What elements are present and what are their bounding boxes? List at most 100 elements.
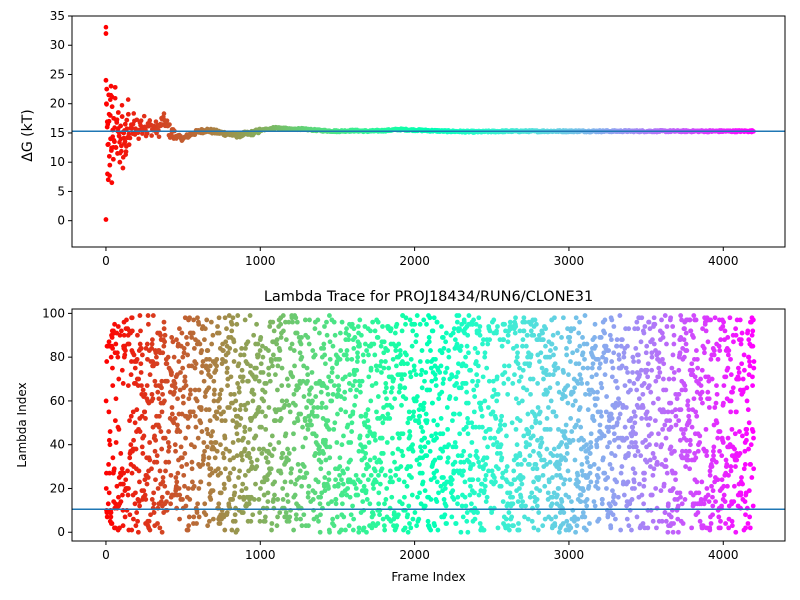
delta-g-point xyxy=(115,110,121,115)
lambda-point xyxy=(253,433,259,439)
lambda-point xyxy=(612,437,617,443)
lambda-point xyxy=(207,418,213,424)
lambda-point xyxy=(685,457,691,463)
lambda-point xyxy=(332,332,338,338)
lambda-point xyxy=(208,497,214,502)
lambda-point xyxy=(485,341,491,347)
lambda-point xyxy=(626,523,632,529)
lambda-point xyxy=(265,459,271,465)
lambda-point xyxy=(388,475,394,480)
lambda-point xyxy=(255,409,261,415)
lambda-point xyxy=(687,448,692,454)
lambda-point xyxy=(139,383,144,389)
lambda-point xyxy=(201,440,207,445)
lambda-point xyxy=(623,405,629,410)
lambda-point xyxy=(523,343,529,349)
lambda-point xyxy=(739,330,745,336)
lambda-point xyxy=(223,359,228,364)
lambda-point xyxy=(537,488,543,494)
lambda-point xyxy=(441,376,447,382)
lambda-point xyxy=(532,413,538,419)
lambda-point xyxy=(590,413,596,419)
lambda-point xyxy=(187,413,193,419)
lambda-point xyxy=(528,391,533,397)
lambda-point xyxy=(178,444,184,450)
lambda-point xyxy=(471,387,477,393)
lambda-point xyxy=(317,529,323,535)
lambda-point xyxy=(465,416,470,421)
lambda-point xyxy=(121,332,127,338)
lambda-point xyxy=(457,431,463,437)
lambda-point xyxy=(217,396,223,402)
lambda-point xyxy=(403,396,409,402)
lambda-point xyxy=(277,407,283,413)
lambda-point xyxy=(227,345,233,351)
lambda-point xyxy=(108,514,114,520)
lambda-point xyxy=(137,341,143,347)
lambda-point xyxy=(347,372,353,378)
lambda-point xyxy=(351,345,357,351)
delta-g-point xyxy=(153,119,159,124)
lambda-point xyxy=(337,455,343,461)
lambda-point xyxy=(368,398,374,404)
lambda-point xyxy=(208,319,214,325)
lambda-point xyxy=(401,479,407,485)
lambda-point xyxy=(638,453,644,459)
lambda-point xyxy=(294,319,300,325)
lambda-point xyxy=(634,387,640,393)
lambda-point xyxy=(683,448,689,454)
lambda-point xyxy=(291,348,297,353)
lambda-point xyxy=(547,372,552,378)
lambda-point xyxy=(172,416,178,421)
lambda-point xyxy=(195,501,201,507)
lambda-point xyxy=(506,363,512,369)
lambda-point xyxy=(139,352,145,358)
lambda-point xyxy=(637,481,642,487)
lambda-point xyxy=(717,525,723,531)
lambda-point xyxy=(203,512,209,518)
lambda-point xyxy=(747,514,753,520)
lambda-point xyxy=(559,335,564,340)
lambda-point xyxy=(274,341,280,347)
lambda-point xyxy=(696,490,702,496)
lambda-point xyxy=(336,387,342,393)
lambda-point xyxy=(360,499,366,505)
lambda-point xyxy=(485,444,491,450)
lambda-point xyxy=(728,464,734,469)
lambda-point xyxy=(608,411,614,417)
lambda-point xyxy=(493,416,499,421)
delta-g-point xyxy=(114,117,120,122)
lambda-point xyxy=(474,383,480,389)
lambda-point xyxy=(133,490,138,496)
lambda-point xyxy=(259,409,265,415)
lambda-point xyxy=(730,385,736,391)
lambda-point xyxy=(132,420,138,426)
lambda-point xyxy=(668,444,674,450)
lambda-point xyxy=(711,352,717,358)
lambda-point xyxy=(256,446,262,452)
lambda-point xyxy=(462,494,468,500)
lambda-point xyxy=(327,455,333,461)
lambda-point xyxy=(575,381,581,386)
lambda-point xyxy=(640,521,646,526)
lambda-point xyxy=(174,479,180,485)
lambda-point xyxy=(142,409,148,415)
lambda-point xyxy=(422,503,428,509)
delta-g-point xyxy=(117,159,123,165)
lambda-point xyxy=(624,516,630,522)
delta-g-point xyxy=(105,122,111,127)
lambda-point xyxy=(693,455,699,461)
lambda-point xyxy=(482,398,488,404)
lambda-point xyxy=(547,385,553,391)
lambda-point xyxy=(468,367,474,373)
lambda-point xyxy=(440,448,446,454)
lambda-point xyxy=(417,413,423,419)
lambda-point xyxy=(202,394,208,399)
lambda-point xyxy=(298,341,304,347)
lambda-point xyxy=(236,389,242,395)
lambda-point xyxy=(510,381,516,386)
lambda-point xyxy=(649,354,655,360)
lambda-point xyxy=(129,315,135,321)
lambda-point xyxy=(439,350,445,356)
lambda-point xyxy=(619,464,625,469)
